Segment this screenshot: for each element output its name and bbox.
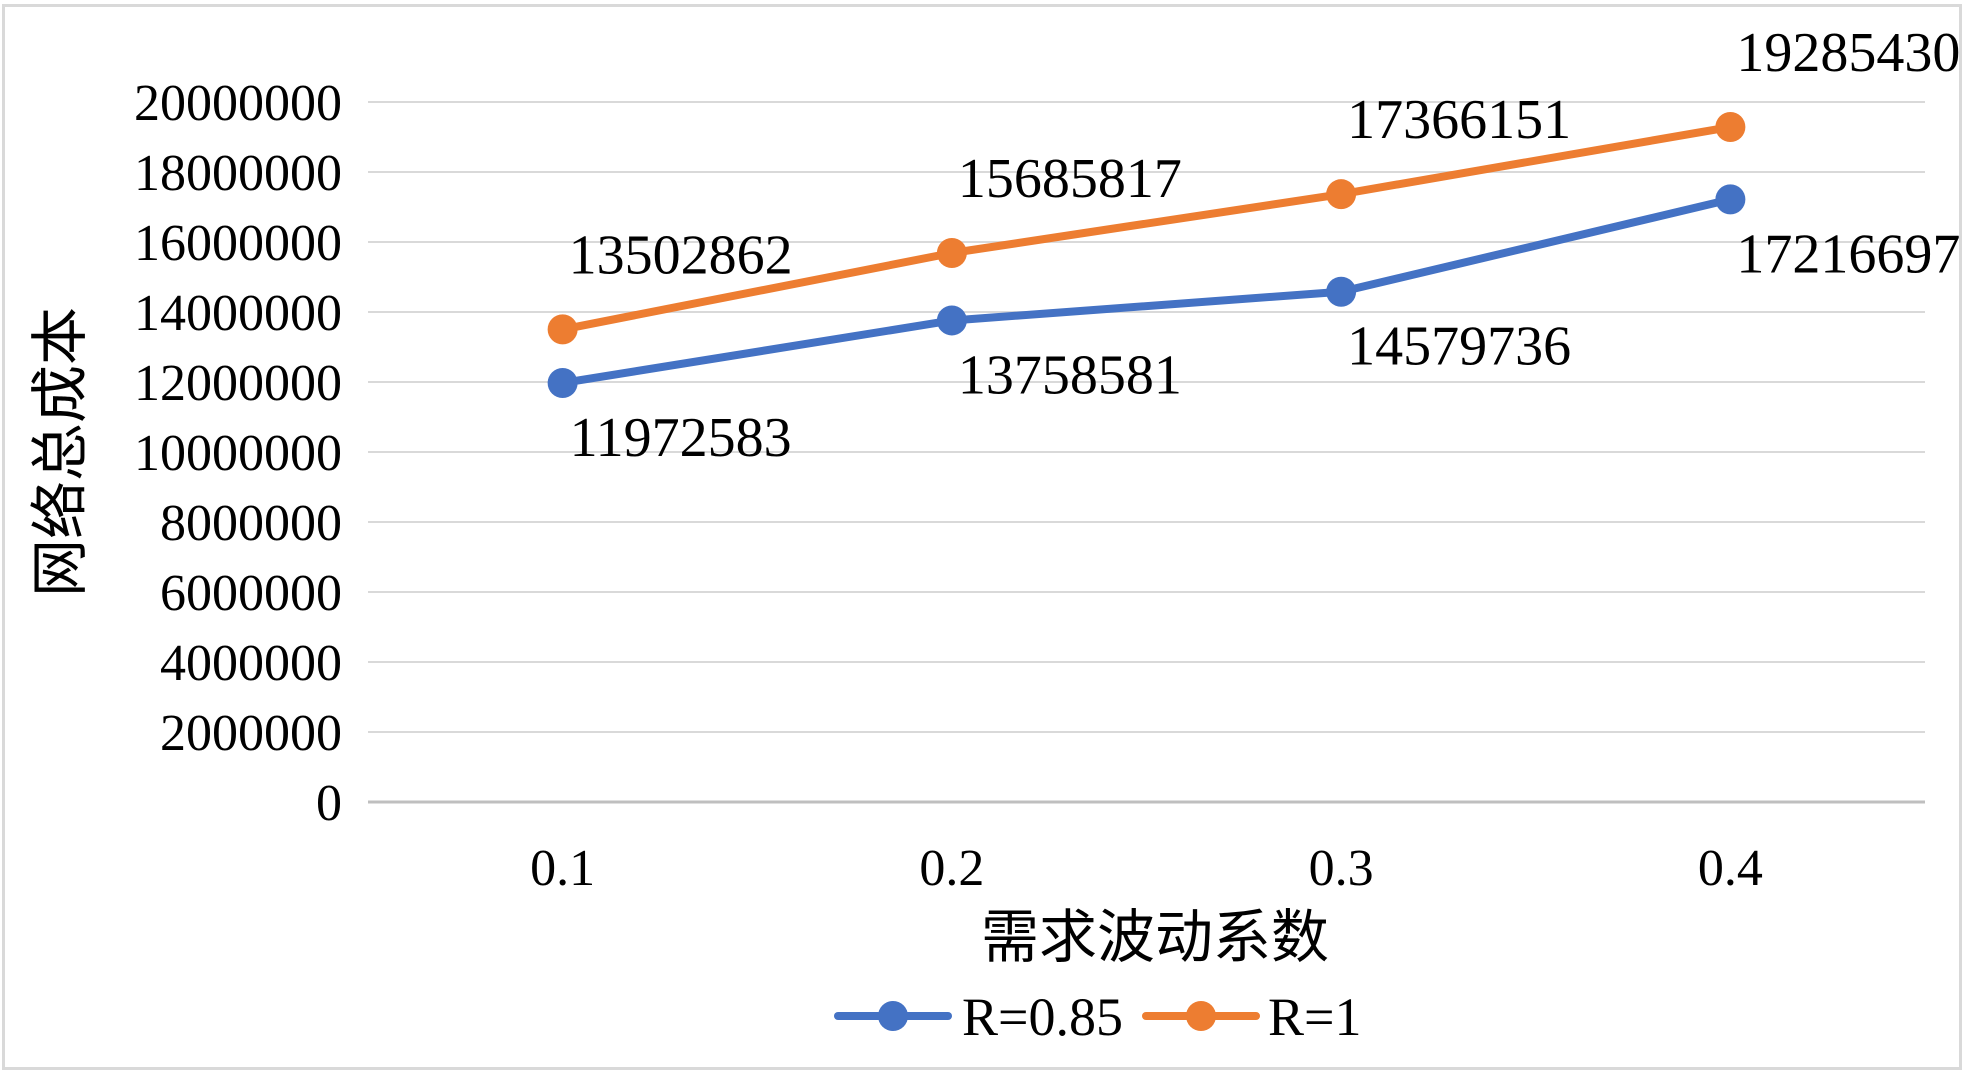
legend-label-series-0: R=0.85 (962, 987, 1123, 1047)
series-line-0 (561, 195, 1732, 387)
legend: R=0.85 R=1 (834, 987, 1361, 1047)
legend-swatch-marker-series-0 (878, 1001, 908, 1031)
series-layer (547, 112, 1746, 398)
data-label-series-0: 17216697 (1736, 223, 1960, 285)
legend-item-series-1: R=1 (1142, 987, 1361, 1047)
data-label-series-1: 19285430 (1736, 22, 1960, 84)
legend-item-series-0: R=0.85 (834, 987, 1123, 1047)
data-point-series-1 (547, 314, 578, 345)
y-axis-title: 网络总成本 (28, 307, 93, 597)
data-point-series-0 (936, 305, 967, 336)
data-label-series-1: 17366151 (1347, 89, 1571, 151)
y-tick-label: 14000000 (134, 285, 342, 342)
y-tick-label: 4000000 (160, 635, 342, 692)
x-tick-label: 0.4 (1698, 840, 1763, 897)
data-point-series-0 (1715, 184, 1746, 215)
data-point-series-0 (1326, 276, 1357, 307)
y-tick-label: 6000000 (160, 565, 342, 622)
y-tick-label: 18000000 (134, 145, 342, 202)
data-label-series-0: 13758581 (958, 344, 1182, 406)
y-tick-label: 20000000 (134, 75, 342, 132)
data-label-series-1: 13502862 (569, 224, 793, 286)
y-tick-label: 16000000 (134, 215, 342, 272)
data-point-series-1 (1715, 112, 1746, 143)
data-label-series-1: 15685817 (958, 148, 1182, 210)
y-tick-label: 2000000 (160, 705, 342, 762)
series-line-1 (561, 123, 1732, 334)
x-tick-label: 0.2 (919, 840, 984, 897)
y-axis-ticks: 0 2000000 4000000 6000000 8000000 10000000 120… (134, 75, 342, 832)
y-tick-label: 10000000 (134, 425, 342, 482)
x-tick-label: 0.3 (1309, 840, 1374, 897)
data-labels: 11972583 13758581 14579736 17216697 13502862… (569, 22, 1961, 469)
data-point-series-1 (936, 237, 967, 268)
legend-swatch-marker-series-1 (1186, 1001, 1216, 1031)
y-tick-label: 12000000 (134, 355, 342, 412)
data-label-series-0: 14579736 (1347, 316, 1571, 378)
data-label-series-0: 11972583 (570, 407, 792, 469)
x-axis-title: 需求波动系数 (981, 905, 1329, 970)
chart-frame (2, 4, 1962, 1070)
y-tick-label: 8000000 (160, 495, 342, 552)
y-tick-label: 0 (316, 775, 342, 832)
x-tick-label: 0.1 (530, 840, 595, 897)
data-point-series-0 (547, 367, 578, 398)
gridlines (368, 101, 1925, 804)
data-point-series-1 (1326, 179, 1357, 210)
legend-label-series-1: R=1 (1268, 987, 1361, 1047)
x-axis-ticks: 0.1 0.2 0.3 0.4 (530, 840, 1763, 897)
